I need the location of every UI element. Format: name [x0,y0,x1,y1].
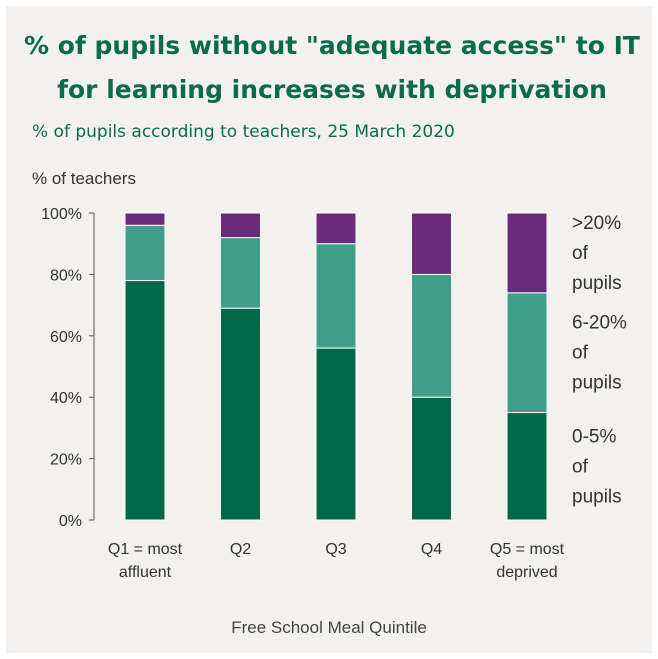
legend-label: pupils [572,486,622,507]
x-tick-label: Q3 [325,541,346,558]
bar-segment [220,307,261,521]
legend-label: 6-20% [572,313,627,334]
bar-segment [506,292,548,414]
x-tick-label: deprived [496,564,557,581]
x-tick-label: Q4 [421,541,442,558]
bar-chart: 0% 20% 40% 60% 80% 100% Q1 = most affluent Q2 Q3 Q… [41,206,627,581]
x-tick-label: Q2 [230,541,251,558]
x-axis-label: Free School Meal Quintile [231,618,427,637]
x-tick-label: Q1 = most [108,541,183,558]
bar-segment [315,243,357,349]
bar-segment [220,212,261,239]
chart-subtitle: % of pupils according to teachers, 25 Ma… [32,122,455,142]
chart-frame: % of pupils without "adequate access" to… [6,6,652,653]
legend-label: of [572,243,589,264]
chart-title: % of pupils without "adequate access" to… [24,31,640,104]
bar-segment [411,273,452,398]
legend-label: of [572,343,589,364]
bar-segment [124,280,166,521]
legend-label: >20% [572,213,621,234]
legend-label: pupils [572,273,622,294]
legend-label: of [572,456,589,477]
y-tick-label: 60% [50,329,82,346]
bar-segment [124,224,166,282]
y-tick-label: 100% [41,206,82,223]
y-axis-label: % of teachers [32,169,136,188]
y-tick-label: 80% [50,267,82,284]
bar-segment [411,212,452,275]
bar-segment [411,396,452,521]
bar-segment [124,212,166,226]
bar-segment [506,212,548,294]
legend-label: pupils [572,373,622,394]
x-tick-label: affluent [119,564,172,581]
y-tick-label: 40% [50,390,82,407]
bar-segment [315,347,357,521]
legend-label: 0-5% [572,426,616,447]
bar-segment [220,237,261,309]
y-tick-label: 20% [50,452,82,469]
bar-segment [506,412,548,521]
x-tick-label: Q5 = most [490,541,565,558]
y-tick-label: 0% [59,513,82,530]
bar-segment [315,212,357,245]
